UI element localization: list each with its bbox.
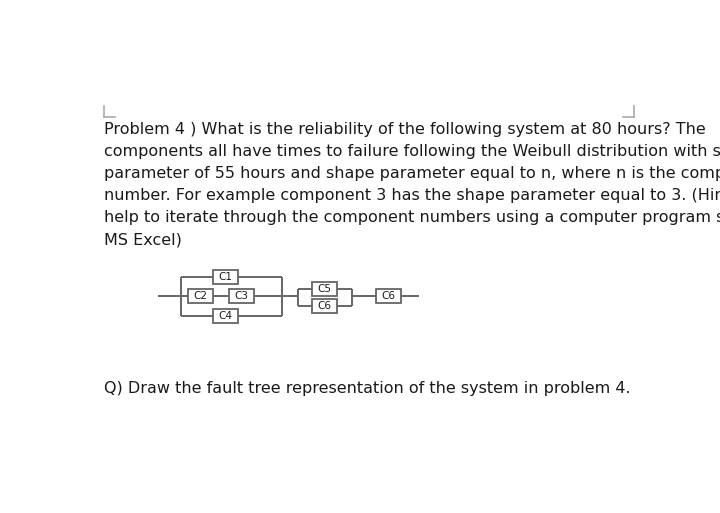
Text: C6: C6 <box>318 302 332 311</box>
Bar <box>376 289 401 303</box>
Bar <box>312 300 337 313</box>
Bar <box>312 282 337 295</box>
Text: C4: C4 <box>219 311 233 321</box>
Bar <box>213 270 238 284</box>
Text: Q) Draw the fault tree representation of the system in problem 4.: Q) Draw the fault tree representation of… <box>104 381 631 396</box>
Text: C2: C2 <box>194 291 208 302</box>
Text: C6: C6 <box>382 291 395 302</box>
Bar <box>229 289 253 303</box>
Text: C5: C5 <box>318 284 332 294</box>
Text: C3: C3 <box>234 291 248 302</box>
Bar <box>213 309 238 323</box>
Bar <box>189 289 213 303</box>
Text: Problem 4 ) What is the reliability of the following system at 80 hours? The
com: Problem 4 ) What is the reliability of t… <box>104 122 720 248</box>
Text: C1: C1 <box>219 272 233 282</box>
